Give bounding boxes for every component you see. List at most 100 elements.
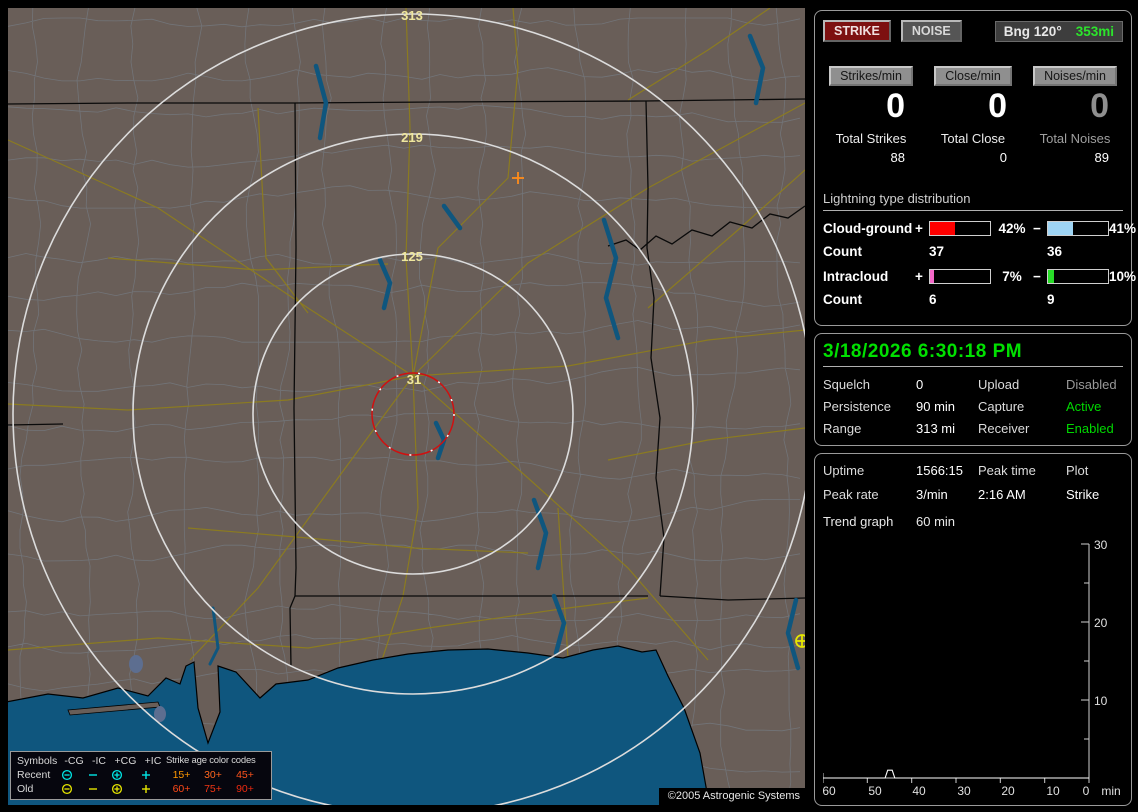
old-neg-cg-icon: [61, 783, 87, 795]
legend-symbols-header: Symbols: [17, 755, 58, 767]
receiver-label: Receiver: [978, 421, 1030, 436]
total-close-value: 0: [999, 150, 1007, 165]
map-symbol-legend: Symbols -CG -IC +CG +IC Strike age color…: [10, 751, 272, 800]
old-pos-ic-icon: [140, 783, 166, 795]
x-tick-60: 60: [823, 784, 836, 798]
age-60: 60+: [172, 783, 191, 795]
map-canvas: 313 219 125 31: [8, 8, 805, 805]
legend-col-neg-ic: -IC: [92, 755, 106, 767]
minus-sign: −: [1033, 221, 1041, 236]
copyright-text: ©2005 Astrogenic Systems: [658, 788, 805, 805]
plus-sign: +: [915, 221, 923, 236]
total-noises-label: Total Noises: [1039, 131, 1111, 146]
age-15: 15+: [172, 769, 191, 781]
ic-positive-pct: 7%: [1002, 269, 1022, 284]
bearing-value: Bng 120°: [1003, 23, 1062, 39]
intracloud-row: Intracloud + 7% − 10%: [823, 269, 1136, 284]
x-axis-unit: min: [1101, 784, 1120, 798]
trend-graph: 60 50 40 30 20 10 0 min 30 20 10: [823, 538, 1121, 798]
receiver-status: Enabled: [1066, 421, 1114, 436]
noises-per-min-value: 0: [1090, 87, 1109, 125]
total-close-label: Total Close: [940, 131, 1006, 146]
persistence-value: 90 min: [916, 399, 956, 414]
recent-pos-cg-icon: [111, 769, 140, 781]
status-panel: 3/18/2026 6:30:18 PM Squelch 0 Upload Di…: [814, 333, 1132, 446]
ring-label-219: 219: [401, 130, 423, 145]
intracloud-positive-strike-marker: [512, 172, 524, 184]
total-noises-value: 89: [1094, 150, 1109, 165]
strike-markers: [512, 172, 805, 648]
distribution-title: Lightning type distribution: [823, 191, 1123, 211]
strikes-per-min-chip: Strikes/min: [829, 66, 913, 86]
ic-negative-pct: 10%: [1109, 269, 1137, 284]
legend-row-recent-label: Recent: [17, 769, 51, 781]
total-strikes-value: 88: [890, 150, 905, 165]
ic-negative-bar: [1047, 269, 1109, 284]
trend-graph-window: 60 min: [916, 514, 956, 529]
road-lines: [8, 8, 805, 667]
cg-positive-bar: [929, 221, 991, 236]
uptime-value: 1566:15: [916, 463, 963, 478]
ic-positive-bar: [929, 269, 991, 284]
cloud-ground-row: Cloud-ground + 42% − 41%: [823, 221, 1136, 236]
x-tick-20: 20: [1001, 784, 1015, 798]
datetime-display: 3/18/2026 6:30:18 PM: [823, 341, 1023, 362]
legend-row-old-label: Old: [17, 783, 34, 795]
peak-time-label: Peak time: [978, 463, 1036, 478]
capture-label: Capture: [978, 399, 1025, 414]
recent-pos-ic-icon: [140, 769, 166, 781]
close-alarm-ring: [371, 372, 455, 456]
trend-series-line: [823, 769, 1089, 779]
minus-sign: −: [1033, 269, 1041, 284]
plus-sign: +: [915, 269, 923, 284]
cg-negative-pct: 41%: [1109, 221, 1137, 236]
county-lines: [8, 8, 801, 801]
intracloud-label: Intracloud: [823, 269, 889, 284]
close-per-min-counter: Close/min 0 Total Close 0: [925, 66, 1021, 165]
intracloud-count-row: Count 6 9: [823, 292, 1123, 307]
cg-positive-count: 37: [929, 244, 945, 259]
range-value: 313 mi: [916, 421, 956, 436]
squelch-label: Squelch: [823, 377, 870, 392]
ring-label-31: 31: [407, 372, 421, 387]
range-rings: [12, 13, 805, 805]
x-tick-10: 10: [1046, 784, 1060, 798]
legend-age-header: Strike age color codes: [166, 755, 256, 766]
y-tick-20: 20: [1094, 616, 1108, 630]
ic-negative-count: 9: [1047, 292, 1055, 307]
count-label: Count: [823, 292, 862, 307]
noises-per-min-counter: Noises/min 0 Total Noises 89: [1027, 66, 1123, 165]
cg-negative-bar: [1047, 221, 1109, 236]
age-30: 30+: [204, 769, 222, 781]
ring-label-125: 125: [401, 249, 423, 264]
stats-trend-panel: Uptime 1566:15 Peak time Plot Peak rate …: [814, 453, 1132, 806]
strikes-per-min-value: 0: [886, 87, 905, 125]
x-tick-40: 40: [912, 784, 926, 798]
cg-negative-count: 36: [1047, 244, 1063, 259]
lakes: [129, 655, 166, 722]
capture-status: Active: [1066, 399, 1102, 414]
upload-label: Upload: [978, 377, 1020, 392]
age-75: 75+: [204, 783, 222, 795]
noise-toggle-button[interactable]: NOISE: [900, 20, 962, 42]
old-neg-ic-icon: [87, 783, 111, 795]
persistence-label: Persistence: [823, 399, 891, 414]
age-90: 90+: [236, 783, 254, 795]
legend-col-pos-ic: +IC: [144, 755, 162, 767]
cloud-ground-count-row: Count 37 36: [823, 244, 1123, 259]
total-strikes-label: Total Strikes: [835, 131, 907, 146]
bearing-display: Bng 120° 353mi: [994, 20, 1123, 42]
upload-status: Disabled: [1066, 377, 1117, 392]
peak-time-value: 2:16 AM: [978, 487, 1026, 502]
divider: [823, 366, 1123, 367]
count-label: Count: [823, 244, 862, 259]
strike-toggle-button[interactable]: STRIKE: [823, 20, 891, 42]
y-tick-10: 10: [1094, 694, 1108, 708]
x-tick-0: 0: [1083, 784, 1090, 798]
lightning-map[interactable]: 313 219 125 31 Symbols -CG -IC +CG +IC S…: [8, 8, 805, 805]
ring-labels: 313 219 125 31: [401, 8, 423, 387]
squelch-value: 0: [916, 377, 924, 392]
cg-positive-pct: 42%: [998, 221, 1026, 236]
close-per-min-value: 0: [988, 87, 1007, 125]
